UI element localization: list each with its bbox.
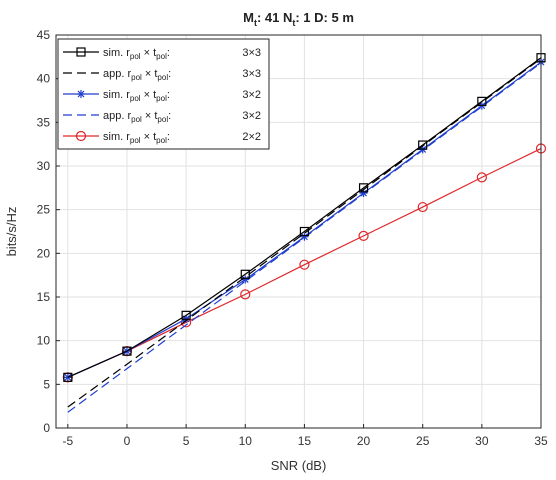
legend-config: 3×3 (242, 47, 261, 59)
legend-config: 3×3 (242, 68, 261, 80)
plot-series (62, 53, 547, 413)
star-marker (77, 90, 85, 98)
x-tick-label: 10 (239, 434, 253, 448)
x-tick-label: 20 (357, 434, 371, 448)
y-tick-label: 5 (43, 377, 50, 391)
x-tick-label: 25 (416, 434, 430, 448)
y-tick-label: 20 (37, 246, 51, 260)
circle-marker (75, 130, 87, 142)
plot-frame (55, 34, 542, 429)
y-tick-label: 10 (37, 334, 51, 348)
square-marker (76, 47, 86, 57)
y-tick-label: 15 (37, 290, 51, 304)
star-marker (300, 232, 309, 241)
series-line (67, 147, 542, 378)
legend-item: app. rpol × tpol: 3×2 (63, 110, 261, 124)
square-marker (299, 226, 310, 237)
x-tick-label: -5 (62, 434, 73, 448)
circle-marker (240, 289, 251, 300)
circle-marker (476, 172, 487, 183)
square-marker (358, 183, 369, 193)
axis-ticks: -5 0 5 10 15 20 25 30 35 0 5 10 15 20 25 30 35 40 45 (37, 28, 548, 448)
square-marker (181, 310, 191, 320)
legend-label: sim. rpol × tpol: (103, 131, 170, 145)
chart-title-part: : 41 N (257, 10, 292, 25)
x-tick-label: 15 (298, 434, 312, 448)
y-tick-label: 45 (37, 28, 51, 42)
chart-title: Mt: 41 Nt: 1 D: 5 m (243, 10, 354, 28)
y-tick-label: 25 (37, 203, 51, 217)
legend-config: 3×2 (242, 89, 261, 101)
square-marker (477, 96, 487, 106)
series-1 (63, 53, 546, 382)
y-tick-label: 40 (37, 72, 51, 86)
chart-title-part: M (243, 10, 254, 25)
legend-item: sim. rpol × tpol: 3×2 (63, 89, 261, 103)
circle-marker (417, 201, 428, 213)
x-axis-label: SNR (dB) (271, 458, 327, 473)
legend-label: sim. rpol × tpol: (103, 89, 170, 103)
chart-title-part: t (254, 18, 257, 28)
chart-title-part: t (292, 18, 295, 28)
square-marker (418, 140, 428, 150)
x-tick-label: 30 (475, 434, 489, 448)
x-tick-label: 35 (534, 434, 548, 448)
circle-marker (358, 230, 369, 241)
y-tick-label: 0 (43, 421, 50, 435)
legend-label: sim. rpol × tpol: (103, 47, 170, 61)
x-tick-label: 5 (183, 434, 190, 448)
legend-label: app. rpol × tpol: (103, 68, 171, 82)
legend-item: app. rpol × tpol: 3×3 (63, 68, 261, 82)
circle-marker (299, 259, 310, 270)
legend-config: 2×2 (242, 131, 261, 143)
series-line (67, 57, 542, 378)
y-tick-label: 35 (37, 115, 51, 129)
square-marker (122, 346, 132, 356)
legend: sim. rpol × tpol: 3×3 app. rpol × tpol: 3×3… (57, 38, 270, 150)
x-tick-label: 0 (124, 434, 131, 448)
legend-label: app. rpol × tpol: (103, 110, 171, 124)
y-axis-label: bits/s/Hz (4, 207, 19, 257)
legend-item: sim. rpol × tpol: 3×3 (63, 47, 261, 61)
square-marker (63, 372, 73, 382)
legend-config: 3×2 (242, 110, 261, 122)
y-tick-label: 30 (37, 159, 51, 173)
square-marker (240, 269, 250, 279)
legend-item: sim. rpol × tpol: 2×2 (63, 130, 261, 145)
chart-title-part: : 1 D: 5 m (295, 10, 354, 25)
